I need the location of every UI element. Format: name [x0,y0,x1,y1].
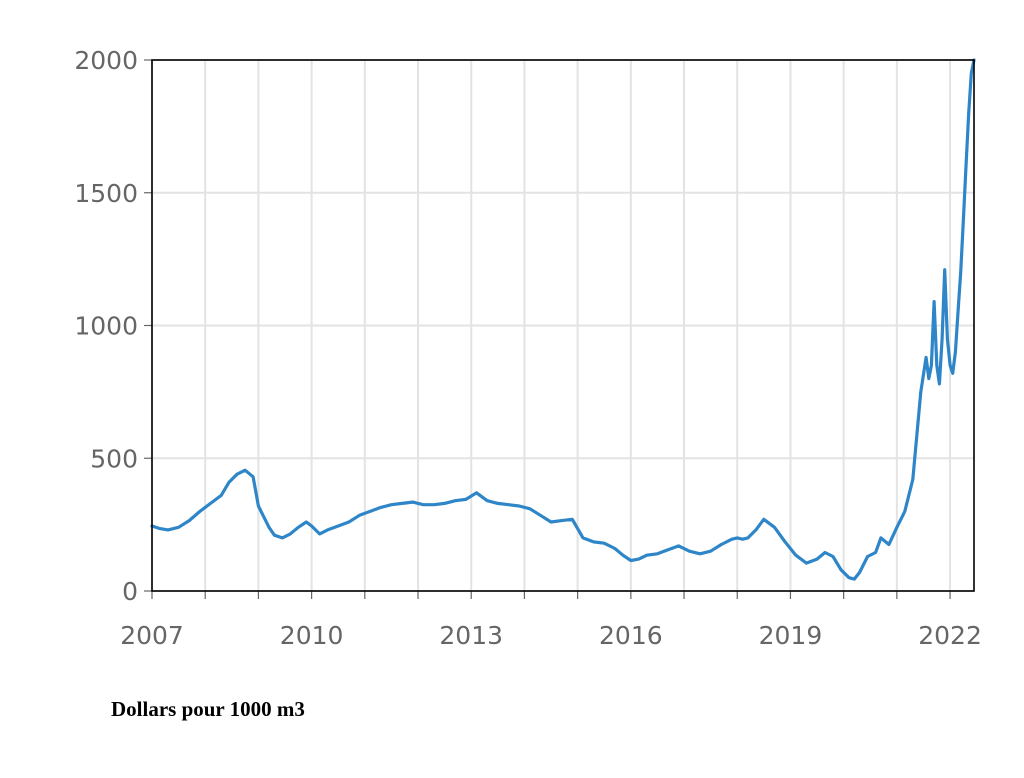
x-axis-labels: 2007 2010 2013 2016 2019 2022 [120,621,982,650]
price-chart: 0 500 1000 1500 2000 2007 2010 2013 2016 2019 202… [74,46,982,650]
unit-caption: Dollars pour 1000 m3 [111,697,305,721]
y-tick-label: 1000 [74,312,138,341]
x-tick-label: 2013 [439,621,503,650]
grid-lines [151,59,974,592]
plot-frame [151,59,975,592]
y-tick-label: 0 [122,577,138,606]
y-tick-label: 500 [90,444,138,473]
x-tick-label: 2007 [120,621,184,650]
x-tick-label: 2010 [280,621,344,650]
axis-ticks [144,59,951,599]
price-line [150,58,976,581]
y-axis-labels: 0 500 1000 1500 2000 [74,46,138,606]
x-tick-label: 2022 [918,621,982,650]
y-tick-label: 1500 [74,179,138,208]
x-tick-label: 2016 [599,621,663,650]
x-tick-label: 2019 [759,621,823,650]
y-tick-label: 2000 [74,46,138,75]
